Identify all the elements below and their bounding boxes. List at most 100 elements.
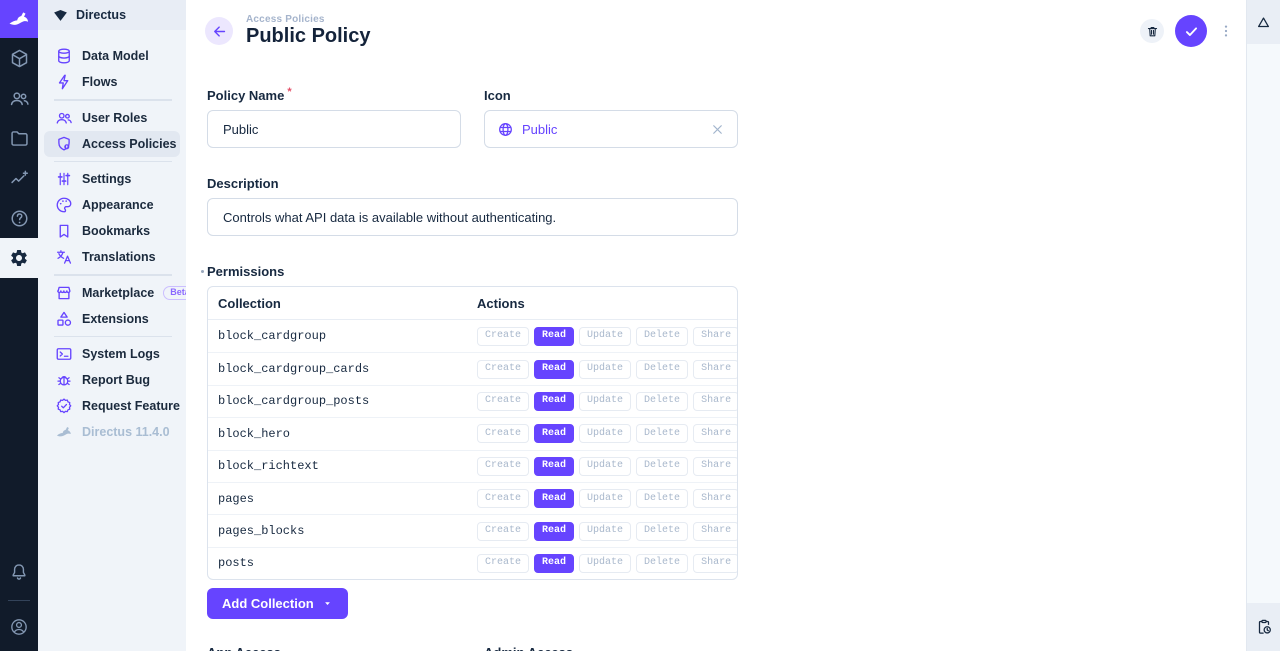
action-chip-create[interactable]: Create [477,359,530,379]
shield-lock-icon [54,134,73,153]
icon-field: Icon Public [484,88,738,148]
sidebar-item-label: User Roles [82,110,148,125]
revisions-button[interactable] [1247,603,1280,651]
action-chip-share[interactable]: Share [693,489,737,509]
action-chip-update[interactable]: Update [579,489,632,509]
action-chip-read[interactable]: Read [534,359,575,379]
change-history-icon [1255,14,1272,31]
module-users-button[interactable] [0,78,38,118]
action-chip-read[interactable]: Read [534,553,575,573]
module-settings-button[interactable] [0,238,38,278]
directus-logo-button[interactable] [0,0,38,38]
column-actions: Actions [477,295,525,311]
action-chip-delete[interactable]: Delete [636,326,689,346]
sidebar-item-user-roles[interactable]: User Roles [44,105,180,131]
nav-divider [54,335,172,337]
user-avatar-button[interactable] [0,607,38,647]
action-chip-create[interactable]: Create [477,424,530,444]
action-chip-share[interactable]: Share [693,359,737,379]
save-button[interactable] [1175,15,1207,47]
more-options-button[interactable] [1218,23,1234,39]
project-chooser[interactable]: Directus [38,0,186,30]
nav-list: Data Model Flows User Roles Access Polic… [38,30,197,651]
action-chip-share[interactable]: Share [693,521,737,541]
add-collection-button[interactable]: Add Collection [207,588,348,620]
action-chips: Create Read Update Delete Share [477,359,737,379]
action-chip-share[interactable]: Share [693,391,737,411]
delete-button[interactable] [1140,19,1164,43]
action-chip-delete[interactable]: Delete [636,359,689,379]
sidebar-item-data-model[interactable]: Data Model [44,43,180,69]
action-chip-create[interactable]: Create [477,326,530,346]
back-button[interactable] [205,17,233,45]
action-chip-delete[interactable]: Delete [636,521,689,541]
nav-divider [54,99,172,101]
sidebar-item-label: Request Feature [82,399,180,413]
action-chip-delete[interactable]: Delete [636,456,689,476]
sidebar-item-appearance[interactable]: Appearance [44,192,180,218]
action-chip-delete[interactable]: Delete [636,424,689,444]
action-chip-create[interactable]: Create [477,489,530,509]
page-header: Access Policies Public Policy [186,0,1246,62]
main-content: Access Policies Public Policy [186,0,1246,651]
action-chip-create[interactable]: Create [477,553,530,573]
module-content-button[interactable] [0,38,38,78]
action-chip-share[interactable]: Share [693,424,737,444]
project-name: Directus [76,8,127,22]
collection-name: block_cardgroup_cards [218,362,370,377]
action-chip-create[interactable]: Create [477,456,530,476]
module-insights-button[interactable] [0,158,38,198]
policy-name-label: Policy Name * [207,86,292,104]
action-chip-update[interactable]: Update [579,553,632,573]
action-chip-read[interactable]: Read [534,489,575,509]
sidebar-item-access-policies[interactable]: Access Policies [44,130,180,157]
sidebar-item-request-feature[interactable]: Request Feature [44,393,180,419]
sidebar-item-flows[interactable]: Flows [44,69,180,95]
sidebar-item-marketplace[interactable]: Marketplace Beta [44,280,197,306]
module-help-button[interactable] [0,198,38,238]
column-collection: Collection [218,295,281,311]
description-input[interactable] [207,198,738,236]
sidebar-item-bookmarks[interactable]: Bookmarks [44,218,180,244]
sidebar-item-translations[interactable]: Translations [44,244,180,270]
action-chip-read[interactable]: Read [534,424,575,444]
sidebar-item-settings[interactable]: Settings [44,166,180,192]
action-chip-update[interactable]: Update [579,456,632,476]
action-chip-update[interactable]: Update [579,326,632,346]
collection-name: block_richtext [218,459,319,474]
action-chip-delete[interactable]: Delete [636,553,689,573]
clear-icon-button[interactable] [710,122,725,137]
breadcrumb[interactable]: Access Policies [246,14,325,25]
cube-icon [9,48,30,69]
action-chip-delete[interactable]: Delete [636,489,689,509]
icon-input[interactable]: Public [484,110,738,148]
action-chip-delete[interactable]: Delete [636,391,689,411]
action-chip-update[interactable]: Update [579,391,632,411]
action-chip-read[interactable]: Read [534,521,575,541]
permission-row: block_cardgroup Create Read Update Delete Sha… [208,320,737,352]
action-chip-read[interactable]: Read [534,456,575,476]
chevron-down-icon [322,598,333,609]
action-chip-read[interactable]: Read [534,391,575,411]
sidebar-item-report-bug[interactable]: Report Bug [44,367,180,393]
action-chip-update[interactable]: Update [579,521,632,541]
action-chip-read[interactable]: Read [534,326,575,346]
notifications-button[interactable] [0,552,38,592]
permission-row: posts Create Read Update Delete Share [208,546,737,579]
sidebar-item-system-logs[interactable]: System Logs [44,341,180,367]
action-chip-update[interactable]: Update [579,424,632,444]
sidebar-item-label: Flows [82,75,118,89]
module-files-button[interactable] [0,118,38,158]
sidebar-section-toggle[interactable] [1247,0,1280,44]
sidebar-item-extensions[interactable]: Extensions [44,306,180,332]
action-chip-create[interactable]: Create [477,391,530,411]
action-chips: Create Read Update Delete Share [477,521,737,541]
action-chip-create[interactable]: Create [477,521,530,541]
action-chip-share[interactable]: Share [693,326,737,346]
action-chips: Create Read Update Delete Share [477,553,737,573]
action-chips: Create Read Update Delete Share [477,391,737,411]
action-chip-update[interactable]: Update [579,359,632,379]
policy-name-input[interactable] [207,110,461,148]
action-chip-share[interactable]: Share [693,553,737,573]
action-chip-share[interactable]: Share [693,456,737,476]
